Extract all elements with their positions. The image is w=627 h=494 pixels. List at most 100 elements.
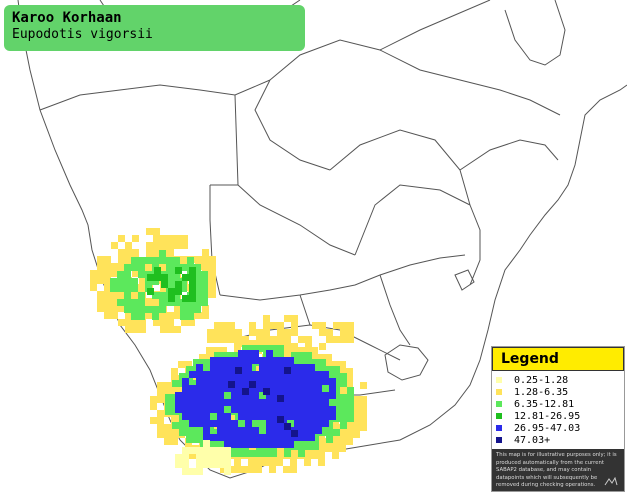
grid-cell xyxy=(308,406,315,413)
grid-cell xyxy=(175,392,182,399)
grid-cell xyxy=(157,396,164,403)
grid-cell xyxy=(322,371,329,378)
legend-item: 12.81-26.95 xyxy=(496,410,624,422)
grid-cell xyxy=(201,285,208,292)
grid-cell xyxy=(259,434,266,441)
grid-cell xyxy=(245,399,252,406)
grid-cell xyxy=(305,359,312,366)
grid-cell xyxy=(166,299,173,306)
grid-cell xyxy=(277,395,284,402)
grid-cell xyxy=(280,378,287,385)
grid-cell xyxy=(196,399,203,406)
grid-cell xyxy=(202,312,209,319)
grid-cell xyxy=(231,385,238,392)
grid-cell xyxy=(319,429,326,436)
grid-cell xyxy=(318,354,325,361)
grid-cell xyxy=(231,434,238,441)
grid-cell xyxy=(266,434,273,441)
grid-cell xyxy=(263,345,270,352)
grid-cell xyxy=(97,256,104,263)
grid-cell xyxy=(276,452,283,459)
grid-cell xyxy=(276,445,283,452)
grid-cell xyxy=(196,454,203,461)
grid-cell xyxy=(322,420,329,427)
grid-cell xyxy=(329,378,336,385)
grid-cell xyxy=(315,371,322,378)
grid-cell xyxy=(266,441,273,448)
grid-cell xyxy=(325,445,332,452)
grid-cell xyxy=(166,257,173,264)
grid-cell xyxy=(312,322,319,329)
grid-cell xyxy=(200,359,207,366)
grid-cell xyxy=(242,388,249,395)
grid-cell xyxy=(339,368,346,375)
grid-cell xyxy=(284,329,291,336)
grid-cell xyxy=(210,406,217,413)
grid-cell xyxy=(202,263,209,270)
grid-cell xyxy=(238,434,245,441)
grid-cell xyxy=(259,385,266,392)
grid-cell xyxy=(220,347,227,354)
grid-cell xyxy=(231,371,238,378)
grid-cell xyxy=(207,329,214,336)
grid-cell xyxy=(201,299,208,306)
grid-cell xyxy=(273,413,280,420)
grid-cell xyxy=(315,385,322,392)
grid-cell xyxy=(221,394,228,401)
grid-cell xyxy=(104,263,111,270)
grid-cell xyxy=(252,406,259,413)
grid-cell xyxy=(139,277,146,284)
grid-cell xyxy=(224,447,231,454)
grid-cell xyxy=(180,285,187,292)
grid-cell xyxy=(252,427,259,434)
grid-cell xyxy=(194,306,201,313)
grid-cell xyxy=(174,305,181,312)
grid-cell xyxy=(90,284,97,291)
grid-cell xyxy=(249,381,256,388)
grid-cell xyxy=(186,366,193,373)
grid-cell xyxy=(224,441,231,448)
grid-cell xyxy=(203,434,210,441)
grid-cell xyxy=(97,270,104,277)
grid-cell xyxy=(202,249,209,256)
grid-cell xyxy=(188,319,195,326)
grid-cell xyxy=(270,450,277,457)
grid-cell xyxy=(117,278,124,285)
grid-cell xyxy=(138,313,145,320)
grid-cell xyxy=(159,292,166,299)
grid-cell xyxy=(245,378,252,385)
legend-swatch xyxy=(496,377,502,383)
grid-cell xyxy=(175,267,182,274)
grid-cell xyxy=(322,392,329,399)
grid-cell xyxy=(353,417,360,424)
grid-cell xyxy=(287,434,294,441)
grid-cell xyxy=(333,387,340,394)
grid-cell xyxy=(200,366,207,373)
grid-cell xyxy=(241,340,248,347)
grid-cell xyxy=(269,459,276,466)
grid-cell xyxy=(131,313,138,320)
grid-cell xyxy=(175,454,182,461)
grid-cell xyxy=(164,389,171,396)
grid-cell xyxy=(242,345,249,352)
grid-cell xyxy=(138,257,145,264)
grid-cell xyxy=(228,322,235,329)
grid-cell xyxy=(146,242,153,249)
grid-cell xyxy=(270,352,277,359)
grid-cell xyxy=(340,401,347,408)
legend-disclaimer: This map is for illustrative purposes on… xyxy=(492,449,624,491)
grid-cell xyxy=(131,278,138,285)
grid-cell xyxy=(249,345,256,352)
grid-cell xyxy=(214,352,221,359)
grid-cell xyxy=(301,427,308,434)
grid-cell xyxy=(209,270,216,277)
grid-cell xyxy=(131,257,138,264)
grid-cell xyxy=(132,270,139,277)
grid-cell xyxy=(266,420,273,427)
grid-cell xyxy=(104,312,111,319)
grid-cell xyxy=(97,263,104,270)
grid-cell xyxy=(315,392,322,399)
grid-cell xyxy=(175,399,182,406)
grid-cell xyxy=(210,357,217,364)
grid-cell xyxy=(150,396,157,403)
